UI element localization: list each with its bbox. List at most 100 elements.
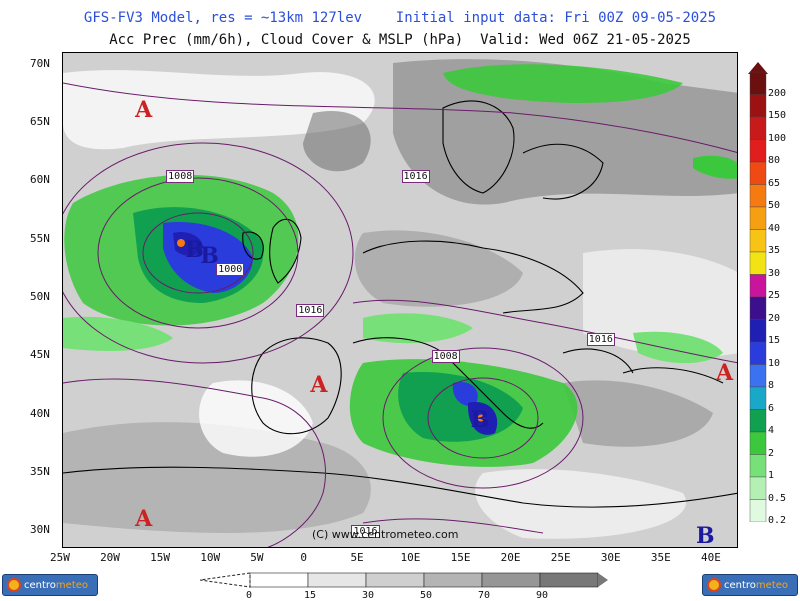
precipitation-legend xyxy=(748,62,768,523)
isobar-value-label: 1016 xyxy=(351,525,380,539)
high-pressure-label: A xyxy=(135,97,153,124)
precip-legend-swatch xyxy=(749,296,767,320)
isobar-value-label: 1016 xyxy=(586,332,615,346)
latitude-label: 55N xyxy=(30,231,50,245)
longitude-label: 20E xyxy=(500,551,521,564)
precip-legend-tick: 15 xyxy=(768,335,781,346)
logo-circle-icon xyxy=(707,578,721,592)
cloud-legend-swatch xyxy=(307,572,367,588)
low-pressure-label: B xyxy=(200,243,219,270)
precip-legend-swatch xyxy=(749,431,767,455)
precip-legend-swatch xyxy=(749,139,767,163)
centrometeo-logo-right[interactable]: centrometeo xyxy=(702,574,798,596)
precip-legend-tick: 8 xyxy=(768,380,775,391)
precip-legend-swatch xyxy=(749,499,767,523)
precip-legend-swatch xyxy=(749,476,767,500)
precip-legend-tick: 0.5 xyxy=(768,492,787,504)
precip-legend-tick: 1 xyxy=(768,470,775,481)
longitude-label: 0 xyxy=(300,551,307,564)
precip-legend-tick: 6 xyxy=(768,402,775,414)
longitude-label: 40E xyxy=(700,551,721,564)
precip-legend-tick: 40 xyxy=(768,222,781,234)
cloud-legend-right-arrow xyxy=(598,573,608,587)
high-pressure-label: A xyxy=(135,505,153,532)
precip-legend-tick: 2 xyxy=(768,447,775,459)
low-pressure-label: B xyxy=(695,523,715,548)
centrometeo-logo-left[interactable]: centrometeo xyxy=(2,574,98,596)
longitude-label: 15W xyxy=(150,551,171,564)
precip-legend-swatch xyxy=(749,364,767,388)
high-pressure-label: A xyxy=(310,371,328,398)
longitude-label: 20W xyxy=(100,551,120,564)
precip-legend-swatch xyxy=(749,116,767,140)
precip-legend-swatch xyxy=(749,184,767,208)
precip-legend-tick: 35 xyxy=(768,245,781,256)
cloud-legend-tick: 30 xyxy=(362,590,375,601)
cloud-legend-swatch xyxy=(365,572,425,588)
logo-circle-icon xyxy=(7,578,21,592)
precip-legend-swatch xyxy=(749,386,767,410)
cloud-legend-tick: 90 xyxy=(536,590,549,601)
precipitation-legend-bar xyxy=(748,62,768,523)
precip-legend-tick: 4 xyxy=(768,425,775,436)
precip-legend-swatch xyxy=(749,71,767,95)
low-pressure-label: B xyxy=(470,406,490,433)
cloud-legend-tick: 0 xyxy=(246,590,253,601)
precip-legend-tick: 0.2 xyxy=(768,515,787,526)
logo-text-left: centrometeo xyxy=(24,579,89,591)
isobars xyxy=(63,82,737,547)
precip-legend-swatch xyxy=(749,409,767,433)
cloud-legend-tick: 15 xyxy=(304,590,317,601)
map-title-line-1: GFS-FV3 Model, res = ~13km 127lev Initia… xyxy=(83,10,717,26)
precip-legend-tick: 20 xyxy=(768,312,781,324)
latitude-label: 40N xyxy=(30,406,50,420)
high-pressure-label: A xyxy=(715,359,734,386)
cloud-legend-swatch xyxy=(423,572,483,588)
isobar-value-label: 1008 xyxy=(431,350,460,364)
precip-legend-tick: 80 xyxy=(768,155,781,166)
cloud-legend-left-arrow xyxy=(199,572,251,588)
precip-legend-swatch xyxy=(749,251,767,275)
latitude-label: 70N xyxy=(30,56,50,70)
longitude-label: 25E xyxy=(550,551,571,564)
cloud-legend-tick: 70 xyxy=(478,590,491,601)
longitude-label: 15E xyxy=(450,551,471,564)
latitude-label: 30N xyxy=(30,523,50,537)
precip-legend-swatch xyxy=(749,319,767,343)
precip-legend-tick: 25 xyxy=(768,290,781,301)
precip-legend-swatch xyxy=(749,206,767,230)
coastlines xyxy=(63,100,737,508)
precip-legend-swatch xyxy=(749,161,767,185)
isobar-value-label: 1008 xyxy=(166,169,195,183)
low-pressure-label: B xyxy=(185,237,204,264)
precip-legend-swatch xyxy=(749,454,767,478)
precip-legend-swatch xyxy=(749,94,767,118)
cloud-cover-legend xyxy=(199,571,610,589)
isobar-value-label: 1016 xyxy=(401,169,430,183)
precip-legend-tick: 30 xyxy=(768,267,781,279)
credit-text: (C) www.centrometeo.com xyxy=(312,528,459,541)
cloud-legend-swatch xyxy=(539,572,599,588)
map-layers xyxy=(63,53,737,547)
latitude-label: 50N xyxy=(30,290,50,304)
legend-top-arrow xyxy=(748,62,768,74)
longitude-label: 10E xyxy=(400,551,421,564)
longitude-label: 30E xyxy=(600,551,621,564)
precip-legend-swatch xyxy=(749,274,767,298)
longitude-label: 5E xyxy=(350,551,364,564)
map-title-line-2: Acc Prec (mm/6h), Cloud Cover & MSLP (hP… xyxy=(109,32,691,48)
precip-legend-tick: 100 xyxy=(768,132,787,144)
latitude-label: 65N xyxy=(30,115,50,129)
cloud-legend-swatch xyxy=(249,572,309,588)
longitude-label: 25W xyxy=(50,551,70,564)
latitude-label: 45N xyxy=(30,348,50,362)
precip-legend-tick: 50 xyxy=(768,200,781,211)
longitude-label: 10W xyxy=(200,551,221,564)
precip-legend-swatch xyxy=(749,229,767,253)
latitude-label: 60N xyxy=(30,173,50,187)
precip-legend-swatch xyxy=(749,341,767,365)
longitude-label: 35E xyxy=(650,551,671,564)
precip-legend-tick: 10 xyxy=(768,357,781,369)
cloud-cover-legend-bar xyxy=(199,572,608,588)
